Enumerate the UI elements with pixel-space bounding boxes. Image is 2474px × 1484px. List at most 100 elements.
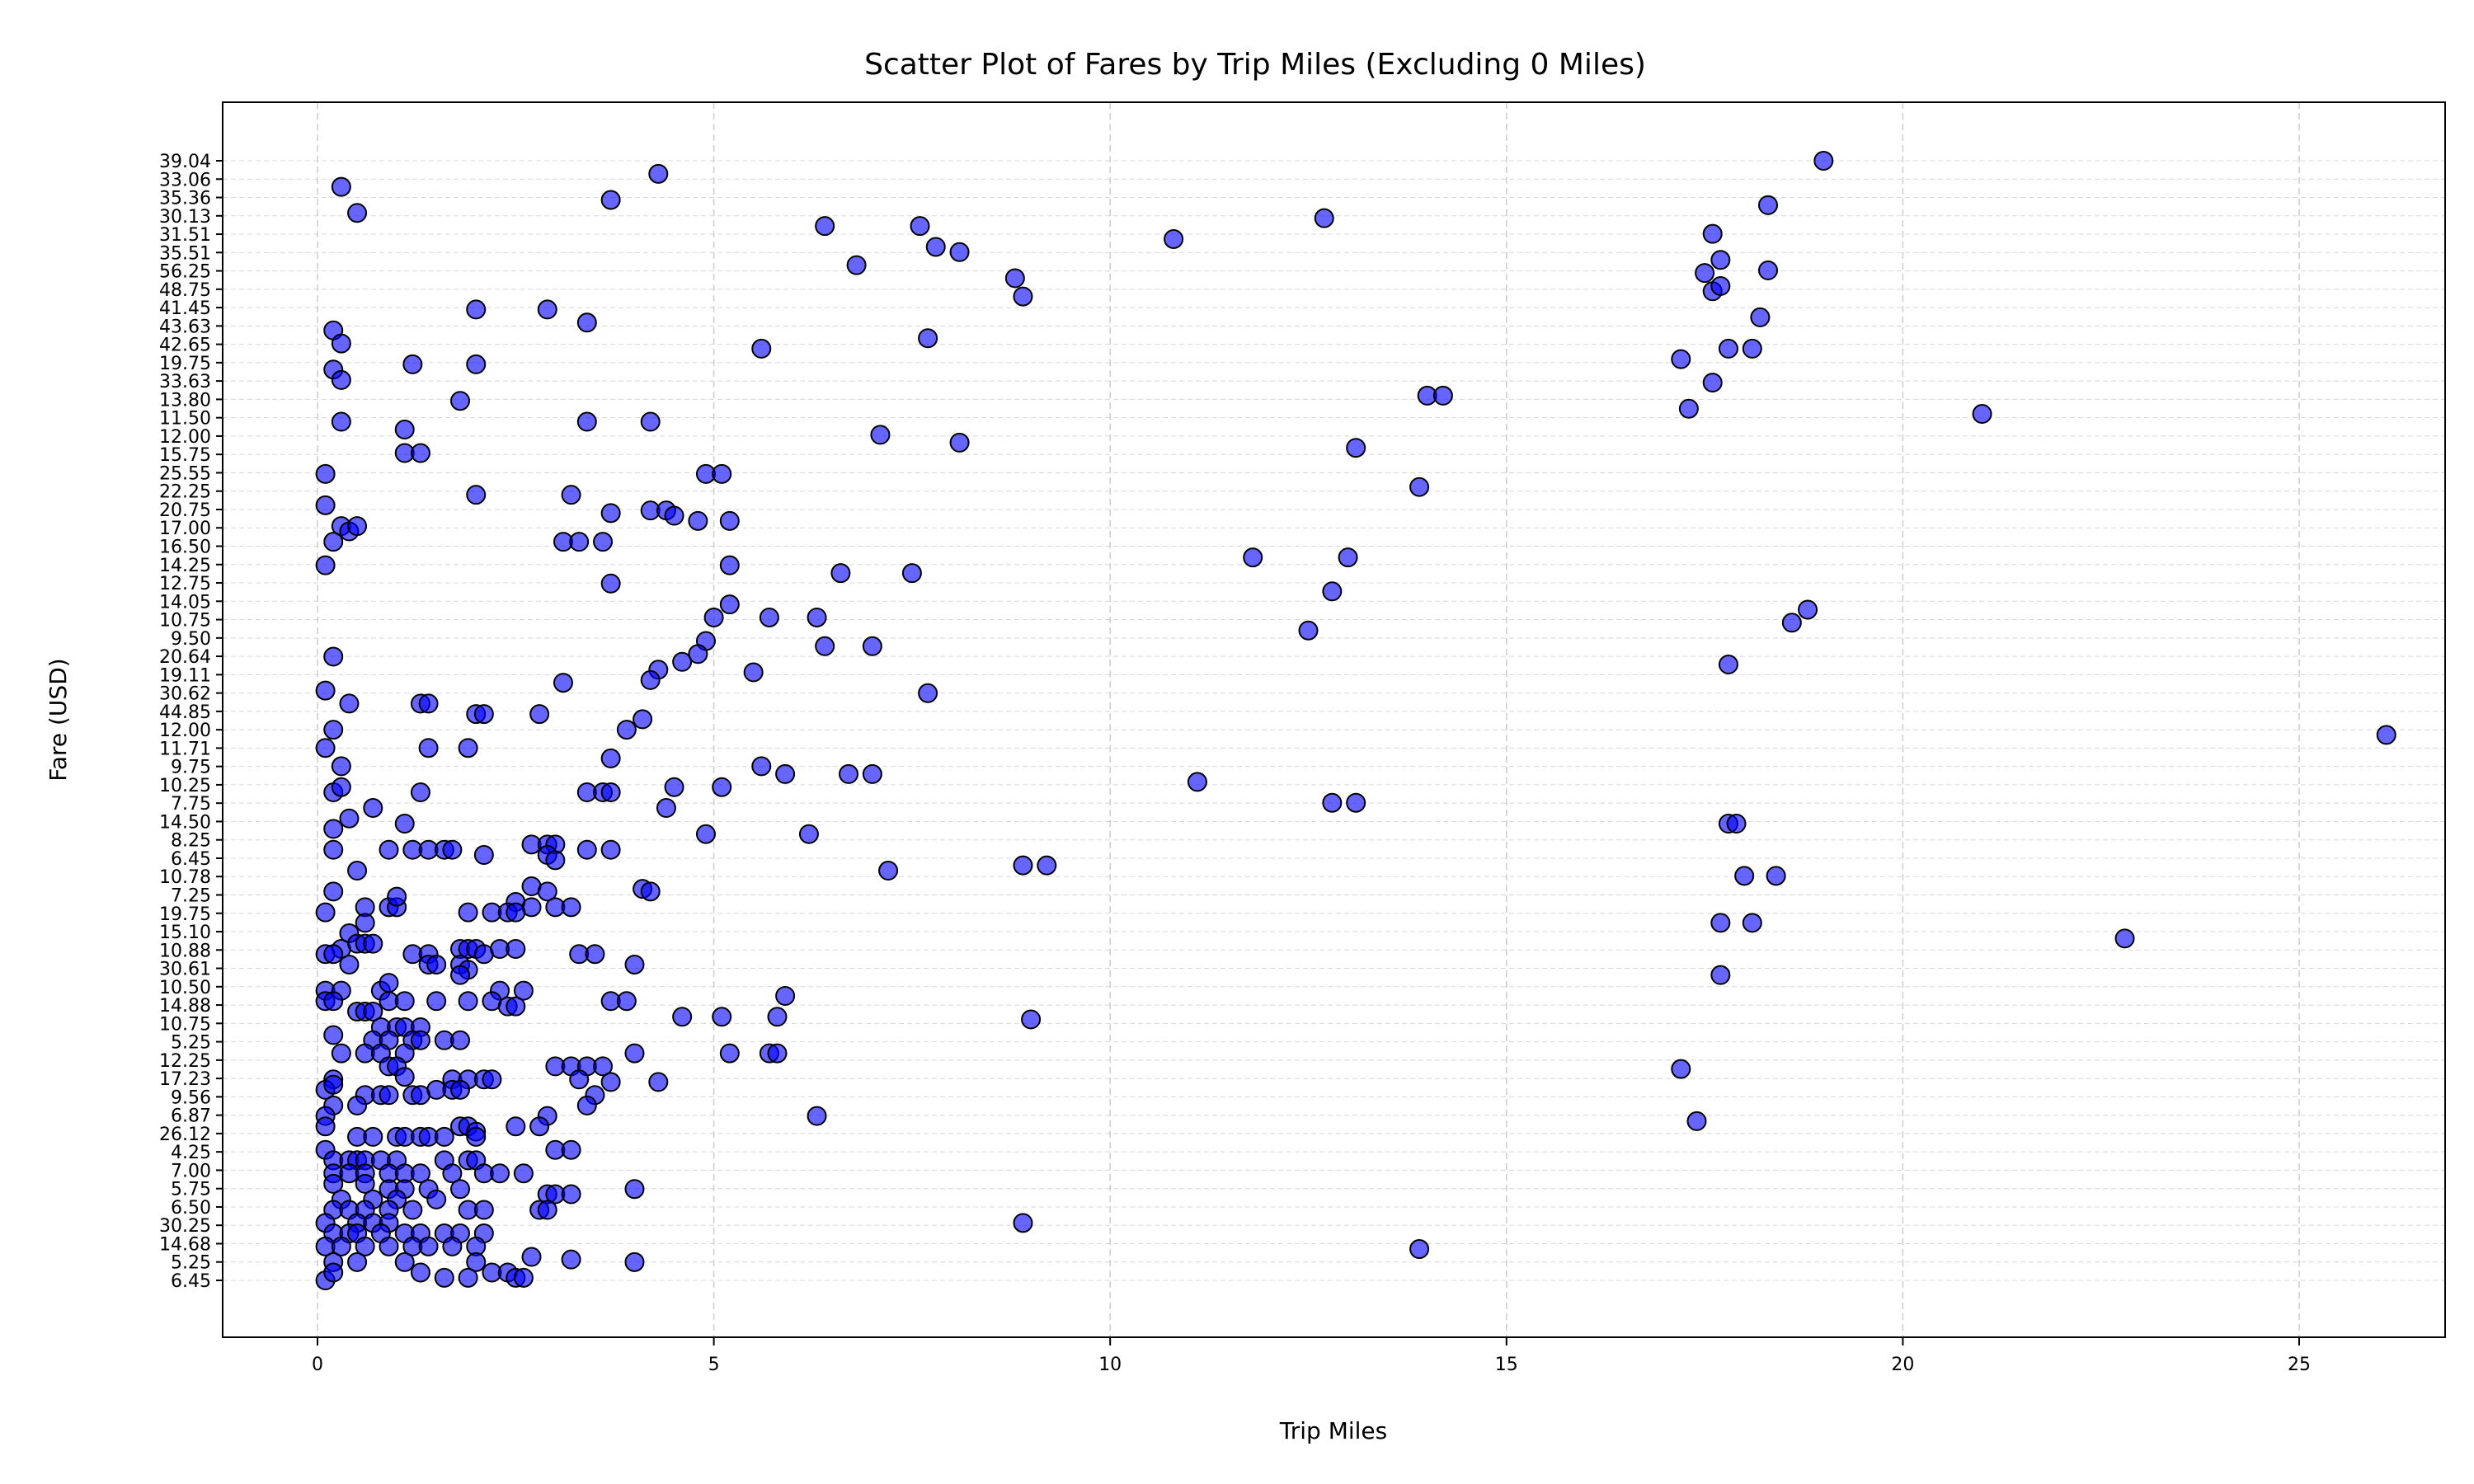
y-tick-label: 33.63 [159, 372, 211, 392]
scatter-point [1757, 260, 1778, 280]
scatter-point [719, 510, 740, 531]
scatter-point [482, 1069, 502, 1090]
y-tick-label: 10.88 [159, 941, 211, 961]
scatter-point [331, 1236, 351, 1256]
scatter-point [901, 563, 922, 584]
scatter-point [672, 1007, 693, 1027]
x-axis-ticks: 0 5 10 15 20 25 [312, 1337, 2311, 1375]
scatter-point [363, 1126, 383, 1147]
scatter-point [466, 485, 487, 505]
scatter-point [807, 607, 827, 627]
scatter-point [830, 563, 851, 584]
scatter-point [561, 485, 581, 505]
scatter-point [743, 662, 764, 683]
y-tick-label: 14.50 [159, 812, 211, 833]
scatter-point [1243, 547, 1263, 568]
scatter-point [323, 881, 344, 902]
scatter-point [323, 991, 344, 1012]
scatter-point [1346, 792, 1366, 813]
scatter-point [466, 1252, 487, 1272]
scatter-point [402, 1200, 423, 1220]
y-tick-label: 35.36 [159, 189, 211, 209]
y-tick-label: 17.23 [159, 1069, 211, 1090]
scatter-point [506, 902, 526, 923]
scatter-point [1164, 228, 1184, 249]
y-tick-label: 42.65 [159, 336, 211, 356]
scatter-point [434, 1267, 454, 1288]
scatter-point [600, 782, 621, 803]
scatter-point [426, 954, 447, 974]
y-tick-label: 19.11 [159, 665, 211, 686]
x-tick-label: 15 [1495, 1355, 1518, 1375]
scatter-point [450, 391, 471, 411]
scatter-point [1187, 772, 1207, 792]
scatter-point [1710, 250, 1731, 270]
y-tick-label: 11.71 [159, 739, 211, 759]
data-points [315, 151, 2396, 1290]
scatter-point [1671, 1059, 1691, 1079]
scatter-point [1013, 286, 1033, 307]
scatter-point [315, 463, 336, 484]
scatter-point [798, 824, 819, 844]
scatter-point [688, 510, 708, 531]
scatter-point [490, 1163, 510, 1184]
scatter-point [815, 636, 835, 656]
y-tick-label: 10.50 [159, 978, 211, 998]
scatter-point [839, 763, 859, 784]
y-tick-label: 5.25 [171, 1033, 211, 1054]
scatter-point [1298, 620, 1319, 641]
scatter-point [1742, 338, 1762, 359]
scatter-point [1314, 208, 1334, 228]
scatter-point [331, 777, 351, 797]
scatter-point [600, 503, 621, 524]
scatter-point [1734, 866, 1755, 886]
scatter-point [1338, 547, 1358, 568]
scatter-point [688, 644, 708, 665]
y-tick-label: 12.25 [159, 1051, 211, 1072]
scatter-point [561, 897, 581, 918]
scatter-point [339, 808, 360, 829]
scatter-point [394, 814, 415, 834]
scatter-point [1798, 599, 1818, 620]
scatter-point [1004, 268, 1025, 289]
scatter-point [331, 176, 351, 197]
scatter-point [418, 738, 439, 758]
scatter-point [537, 1200, 557, 1220]
scatter-point [379, 1236, 399, 1256]
horizontal-grid [223, 160, 2445, 1281]
scatter-point [450, 1079, 471, 1100]
scatter-point [593, 1056, 614, 1077]
scatter-point [949, 432, 970, 453]
x-tick-label: 10 [1098, 1355, 1122, 1375]
y-tick-label: 12.00 [159, 721, 211, 741]
scatter-point [331, 756, 351, 777]
scatter-point [949, 242, 970, 262]
scatter-point [1671, 349, 1691, 369]
scatter-point [569, 532, 590, 552]
scatter-point [862, 763, 882, 784]
scatter-point [331, 333, 351, 354]
y-tick-label: 5.25 [171, 1253, 211, 1274]
scatter-point [410, 1262, 430, 1283]
y-tick-label: 7.75 [171, 794, 211, 815]
scatter-point [600, 839, 621, 860]
y-tick-label: 43.63 [159, 317, 211, 337]
scatter-point [1409, 477, 1430, 497]
scatter-point [561, 1249, 581, 1270]
x-axis-label: Trip Miles [1279, 1417, 1387, 1444]
scatter-point [1710, 913, 1731, 933]
y-tick-label: 25.55 [159, 463, 211, 484]
y-tick-label: 6.45 [171, 1271, 211, 1292]
scatter-point [648, 1072, 669, 1092]
y-tick-label: 19.75 [159, 904, 211, 925]
scatter-point [918, 683, 938, 703]
scatter-point [751, 338, 772, 359]
y-tick-label: 41.45 [159, 298, 211, 319]
scatter-point [553, 673, 573, 693]
scatter-point [576, 312, 597, 333]
y-tick-label: 30.61 [159, 960, 211, 980]
scatter-point [1021, 1009, 1042, 1030]
scatter-point [442, 839, 463, 860]
scatter-point [363, 933, 383, 954]
scatter-point [633, 709, 653, 730]
